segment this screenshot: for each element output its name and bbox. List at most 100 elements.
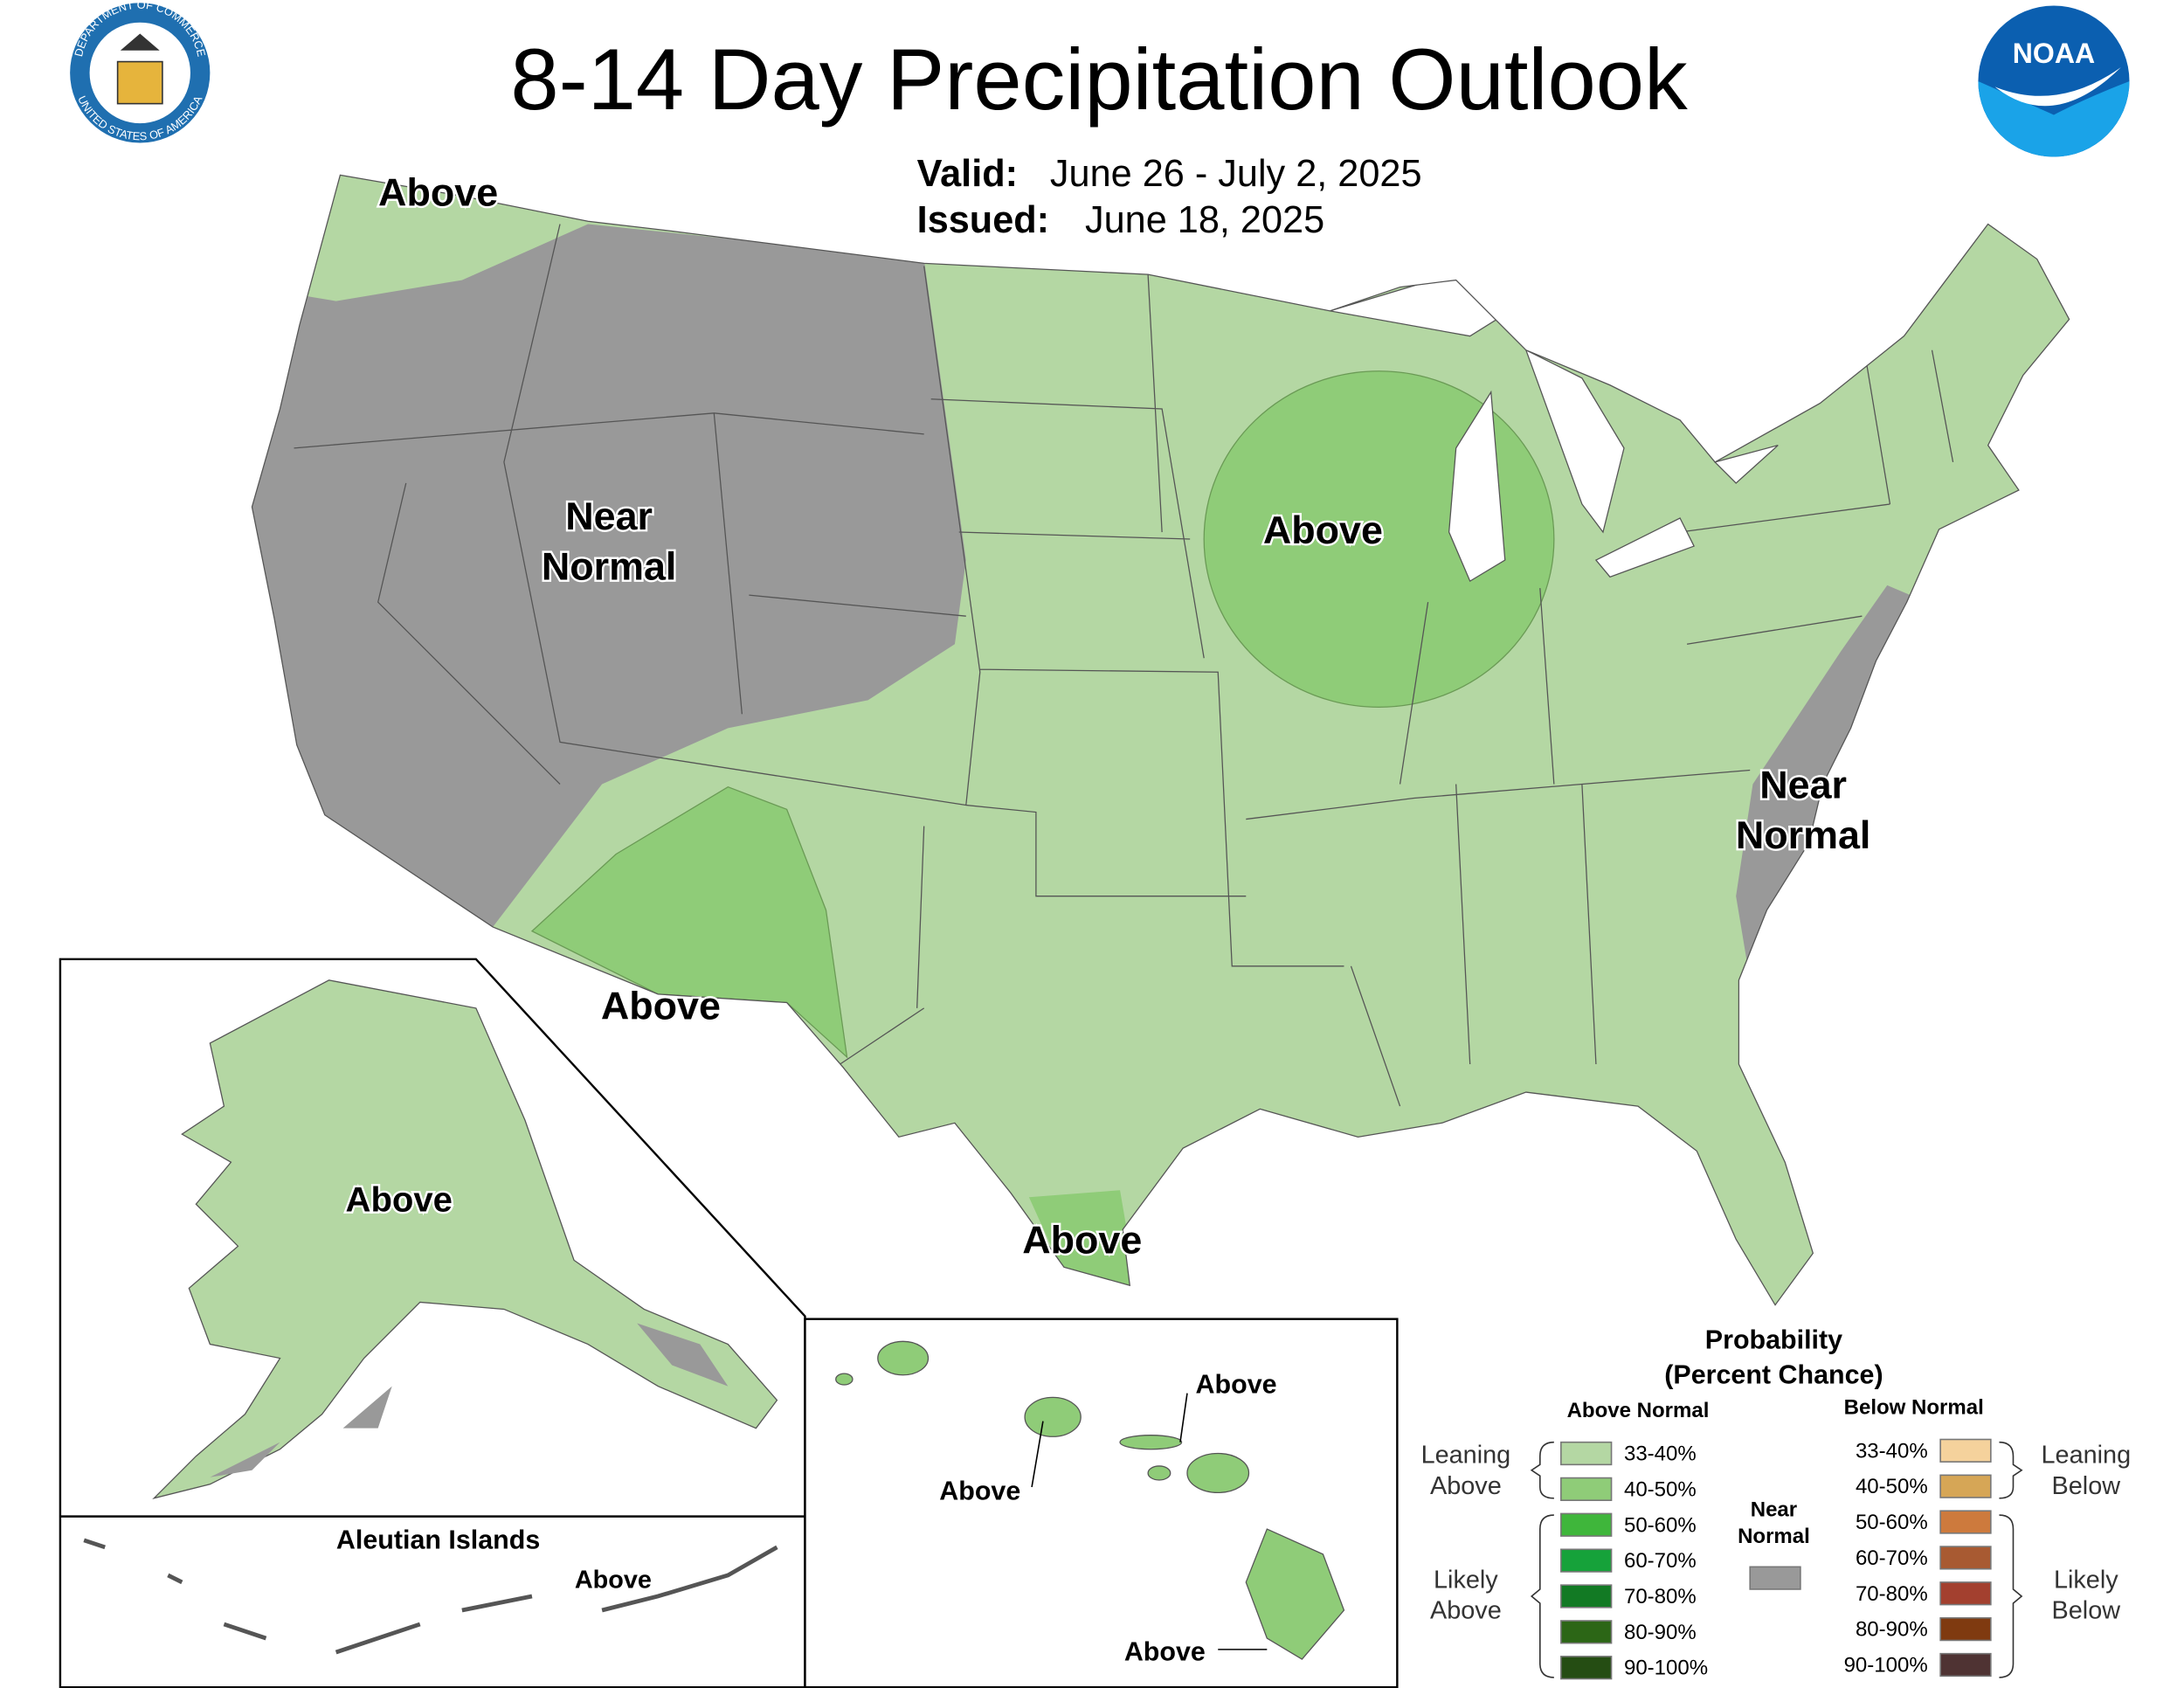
issued-label: Issued:: [917, 199, 1049, 241]
legend: Probability (Percent Chance) Above Norma…: [1421, 1325, 2132, 1679]
region-label-line: Above: [378, 170, 498, 215]
region-label-line: Near: [1759, 763, 1847, 807]
map-shape: [294, 224, 1954, 1107]
legend-swatch: [1560, 1620, 1613, 1644]
legend-bin-label: 50-60%: [1624, 1513, 1697, 1537]
legend-bin-label: 40-50%: [1624, 1477, 1697, 1501]
legend-swatch: [1939, 1652, 1992, 1678]
map-shape: [116, 60, 163, 105]
legend-group: Above: [1430, 1597, 1502, 1625]
near-normal-west: [252, 224, 966, 927]
region-label: Near Normal: [1736, 763, 1871, 858]
map-shape: [877, 1340, 930, 1376]
aleutian-islands: [83, 1538, 778, 1655]
legend-bin-label: 70-80%: [1856, 1582, 1928, 1606]
noaa-text: NOAA: [2013, 38, 2095, 69]
region-label-line: Above: [601, 984, 721, 1028]
map-shape: [1978, 81, 2130, 157]
legend-swatch: [1560, 1477, 1613, 1502]
map-shape: [1119, 1435, 1183, 1450]
legend-swatch: [1560, 1656, 1613, 1680]
state-borders: [294, 224, 1954, 1107]
legend-group: Leaning: [2042, 1442, 2132, 1470]
region-label: Above: [601, 984, 721, 1028]
legend-bin-label: 90-100%: [1624, 1657, 1708, 1680]
region-label: Above: [1196, 1370, 1277, 1400]
region-label: Above: [1124, 1637, 1206, 1667]
noaa-logo: NOAA: [1978, 5, 2130, 157]
legend-bin-label: 90-100%: [1844, 1654, 1928, 1678]
region-label: Above: [575, 1566, 652, 1594]
legend-swatch: [1749, 1566, 1801, 1590]
legend-group: Leaning: [1421, 1442, 1511, 1470]
region-label-line: Above: [1263, 508, 1383, 552]
legend-swatch: [1560, 1584, 1613, 1608]
alaska-near-normal: [210, 1323, 729, 1477]
legend-bin-label: 60-70%: [1624, 1549, 1697, 1573]
region-label-line: Above: [1124, 1637, 1206, 1667]
legend-bin-label: 33-40%: [1624, 1442, 1697, 1466]
region-label-line: Above: [575, 1566, 652, 1594]
legend-bin-label: 50-60%: [1856, 1511, 1928, 1534]
legend-bin-label: 60-70%: [1856, 1546, 1928, 1570]
legend-heading: Below Normal: [1844, 1396, 1984, 1420]
region-label: Above: [1022, 1217, 1142, 1262]
region-label-line: Above: [1022, 1217, 1142, 1262]
map-shape: [835, 1373, 854, 1386]
legend-group: Likely: [2054, 1566, 2118, 1594]
legend-swatch: [1939, 1581, 1992, 1606]
label-leaders: [1031, 1393, 1268, 1650]
legend-group: Below: [2052, 1597, 2121, 1625]
region-label: Above: [939, 1476, 1020, 1505]
map-shape: [1147, 1465, 1171, 1481]
legend-bin-label: 33-40%: [1856, 1439, 1928, 1463]
region-label-line: Normal: [542, 544, 677, 589]
region-label: Near Normal: [542, 494, 677, 589]
legend-swatch: [1939, 1438, 1992, 1463]
legend-bin-label: 80-90%: [1856, 1618, 1928, 1642]
region-label-line: Near: [565, 494, 653, 538]
title: 8-14 Day Precipitation Outlook: [510, 31, 1688, 128]
hawaii-islands: [835, 1340, 1345, 1660]
legend-title: Probability: [1705, 1325, 1842, 1354]
legend-near-label: Near: [1751, 1498, 1797, 1522]
legend-bin-label: 80-90%: [1624, 1621, 1697, 1644]
region-label-line: Above: [939, 1476, 1020, 1505]
map-shape: [1024, 1396, 1082, 1437]
map-shape: [120, 33, 160, 51]
commerce-seal: DEPARTMENT OF COMMERCE UNITED STATES OF …: [70, 0, 211, 143]
legend-heading: Above Normal: [1567, 1399, 1710, 1422]
region-label: Above: [346, 1180, 453, 1219]
legend-swatch: [1939, 1617, 1992, 1642]
map-shape: [1994, 66, 2121, 107]
legend-swatch: [1560, 1512, 1613, 1537]
legend-braces: [1530, 1441, 2023, 1678]
region-label: Above: [1263, 508, 1383, 552]
issued-date: June 18, 2025: [1085, 199, 1324, 241]
map-shape: [1186, 1452, 1250, 1494]
region-label-line: Normal: [1736, 813, 1871, 857]
legend-title: (Percent Chance): [1664, 1359, 1883, 1389]
legend-near-label: Normal: [1738, 1525, 1810, 1548]
valid-dates: June 26 - July 2, 2025: [1050, 153, 1422, 195]
legend-swatch: [1560, 1548, 1613, 1573]
alaska: [152, 979, 778, 1499]
legend-swatch: [1939, 1474, 1992, 1498]
legend-bin-label: 40-50%: [1856, 1475, 1928, 1498]
legend-swatch: [1939, 1546, 1992, 1570]
region-label: Above: [378, 170, 498, 215]
above-south-texas: [1028, 1190, 1137, 1289]
map-shape: [1245, 1528, 1345, 1660]
legend-bin-label: 70-80%: [1624, 1585, 1697, 1608]
conus-outline: [251, 174, 2070, 1306]
valid-label: Valid:: [917, 153, 1018, 195]
legend-swatch: [1939, 1510, 1992, 1534]
region-label-line: Above: [346, 1180, 453, 1219]
legend-group: Below: [2052, 1472, 2121, 1500]
legend-group: Likely: [1434, 1566, 1498, 1594]
legend-group: Above: [1430, 1472, 1502, 1500]
legend-swatch: [1560, 1441, 1613, 1466]
